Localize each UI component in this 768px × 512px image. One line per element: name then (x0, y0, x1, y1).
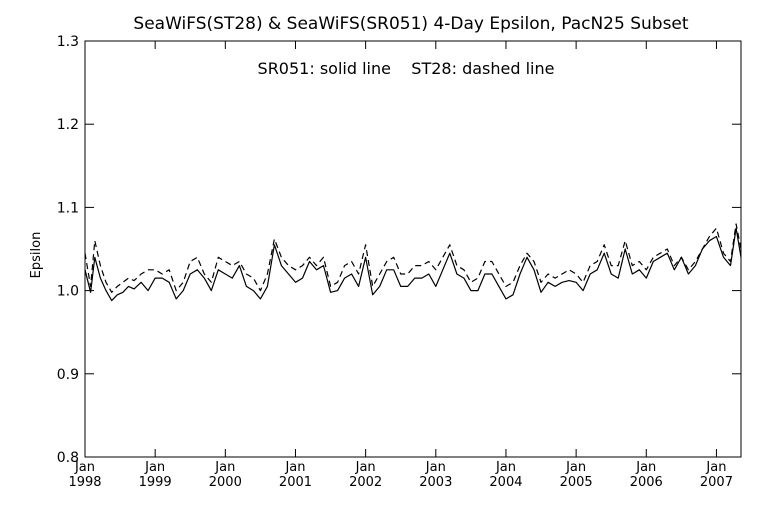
x-tick-month-label-9: Jan (705, 460, 726, 475)
x-tick-month-label-0: Jan (74, 460, 95, 475)
x-tick-year-label-9: 2007 (700, 475, 733, 490)
series-line-sr051 (84, 227, 742, 302)
plot-frame (84, 40, 742, 458)
x-tick-year-label-0: 1998 (68, 475, 101, 490)
chart-title: SeaWiFS(ST28) & SeaWiFS(SR051) 4-Day Eps… (133, 14, 688, 34)
y-tick-label-0: 0.8 (57, 450, 79, 466)
x-tick-year-label-7: 2005 (560, 475, 593, 490)
series-legend-annotation: SR051: solid line ST28: dashed line (258, 59, 555, 78)
x-tick-month-label-3: Jan (284, 460, 305, 475)
x-tick-year-label-6: 2004 (489, 475, 522, 490)
x-tick-month-label-4: Jan (355, 460, 376, 475)
x-tick-year-label-8: 2006 (630, 475, 663, 490)
y-tick-label-2: 1.0 (57, 284, 79, 300)
y-tick-label-5: 1.3 (57, 34, 79, 50)
series-line-st28 (84, 223, 742, 293)
x-tick-month-label-5: Jan (425, 460, 446, 475)
y-tick-label-3: 1.1 (57, 200, 79, 216)
x-tick-year-label-2: 2000 (209, 475, 242, 490)
y-axis-label: Epsilon (29, 232, 44, 279)
y-tick-label-1: 0.9 (57, 367, 79, 383)
x-tick-month-label-8: Jan (635, 460, 656, 475)
x-tick-month-label-6: Jan (495, 460, 516, 475)
x-tick-month-label-7: Jan (565, 460, 586, 475)
y-tick-label-4: 1.2 (57, 117, 79, 133)
x-tick-year-label-3: 2001 (279, 475, 312, 490)
x-tick-month-label-1: Jan (144, 460, 165, 475)
x-tick-year-label-4: 2002 (349, 475, 382, 490)
x-tick-month-label-2: Jan (214, 460, 235, 475)
x-tick-year-label-5: 2003 (419, 475, 452, 490)
axes-layer: 0.80.91.01.11.21.3Jan1998Jan1999Jan2000J… (57, 34, 741, 490)
x-tick-year-label-1: 1999 (139, 475, 172, 490)
series-layer (84, 223, 742, 302)
